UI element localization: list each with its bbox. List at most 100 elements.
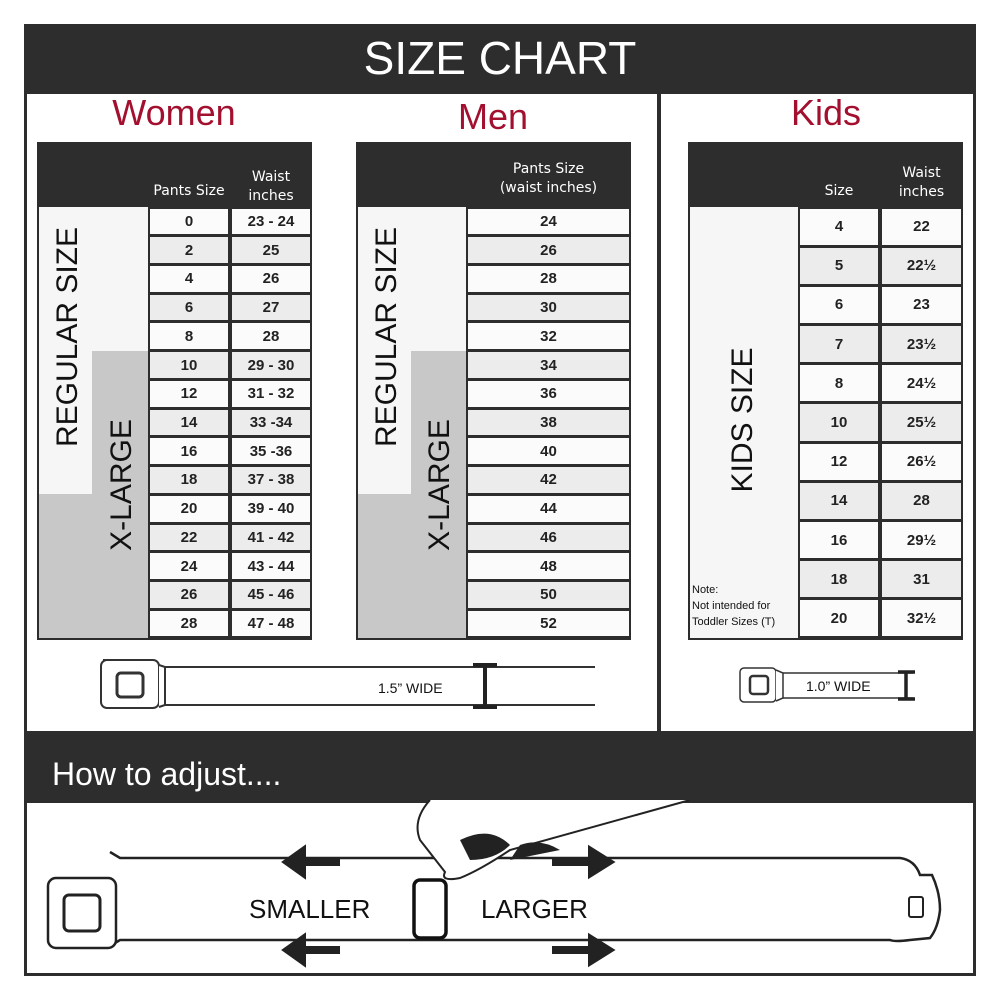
belt-buckle	[46, 876, 118, 950]
kids-size-cell: 12	[800, 443, 878, 480]
women-size-table: Pants Size Waist inches REGULAR SIZE X-L…	[37, 142, 312, 640]
kids-waist-cell: 28	[882, 482, 961, 519]
women-waist-cell: 26	[232, 265, 310, 292]
men-size-table: Pants Size (waist inches) REGULAR SIZE X…	[356, 142, 631, 640]
women-waist-cell: 45 - 46	[232, 582, 310, 608]
women-col-waist: Waist inches	[248, 169, 294, 204]
men-title: Men	[457, 96, 529, 137]
women-xlarge-region	[39, 351, 148, 638]
men-pants-size-cell: 32	[468, 323, 629, 350]
kids-size-label: KIDS SIZE	[726, 347, 759, 493]
kids-size-cell: 6	[800, 286, 878, 324]
women-waist-cell: 37 - 38	[232, 467, 310, 493]
women-waist-cell: 28	[232, 323, 310, 350]
arrow-right-top-icon	[552, 844, 616, 880]
kids-col-waist: Waist inches	[898, 165, 945, 200]
note-line-2: Toddler Sizes (T)	[692, 616, 776, 628]
women-pants-size-cell: 28	[150, 610, 228, 637]
kids-size-cell: 20	[800, 600, 878, 637]
adjust-belt-illustration	[46, 800, 942, 968]
kids-size-cell: 16	[800, 521, 878, 559]
belt-1-0-inch-icon	[739, 667, 915, 703]
men-pants-size-cell: 30	[468, 294, 629, 321]
kids-size-table: Size Waist inches KIDS SIZE Note: Not in…	[688, 142, 963, 640]
men-pants-size-cell: 44	[468, 495, 629, 522]
belt-strap	[109, 850, 942, 948]
kids-waist-cell: 23	[882, 286, 961, 324]
kids-waist-cell: 22	[882, 208, 961, 245]
note-title: Note:	[692, 584, 719, 596]
kids-size-cell: 4	[800, 208, 878, 245]
women-pants-size-cell: 22	[150, 524, 228, 551]
women-pants-size-cell: 24	[150, 553, 228, 580]
men-col-pants-size: Pants Size (waist inches)	[499, 161, 598, 196]
belt-1-5-inch-icon	[100, 659, 515, 709]
women-belt-width: 1.5” WIDE	[378, 680, 443, 696]
women-title: Women	[112, 92, 236, 133]
men-pants-size-cell: 40	[468, 438, 629, 465]
kids-waist-cell: 31	[882, 561, 961, 598]
women-waist-cell: 35 -36	[232, 438, 310, 465]
men-pants-size-cell: 28	[468, 265, 629, 292]
belt-1-5-inch-tail	[515, 666, 595, 706]
arrow-left-top-icon	[281, 844, 340, 880]
kids-size-cell: 18	[800, 561, 878, 598]
kids-region	[690, 207, 798, 638]
women-waist-cell: 33 -34	[232, 409, 310, 436]
men-size-regions	[358, 207, 466, 638]
kids-waist-cell: 25½	[882, 404, 961, 441]
kids-note: Note: Not intended for Toddler Sizes (T)	[692, 582, 775, 630]
women-regular-label: REGULAR SIZE	[51, 226, 84, 448]
men-pants-size-cell: 24	[468, 208, 629, 235]
women-pants-size-cell: 2	[150, 237, 228, 263]
women-pants-size-cell: 4	[150, 265, 228, 292]
women-pants-size-cell: 14	[150, 409, 228, 436]
women-waist-cell: 27	[232, 294, 310, 321]
women-pants-size-cell: 0	[150, 208, 228, 235]
women-waist-cell: 39 - 40	[232, 495, 310, 522]
women-waist-cell: 23 - 24	[232, 208, 310, 235]
kids-waist-cell: 23½	[882, 326, 961, 363]
kids-title: Kids	[790, 92, 862, 133]
men-pants-size-cell: 38	[468, 409, 629, 436]
kids-size-cell: 8	[800, 365, 878, 402]
kids-waist-cell: 32½	[882, 600, 961, 637]
women-pants-size-cell: 6	[150, 294, 228, 321]
women-pants-size-cell: 12	[150, 380, 228, 407]
page-title: SIZE CHART	[24, 24, 976, 94]
kids-col-size: Size	[824, 183, 854, 199]
kids-size-cell: 7	[800, 326, 878, 363]
women-waist-cell: 25	[232, 237, 310, 263]
men-xlarge-region	[358, 351, 466, 638]
women-waist-cell: 41 - 42	[232, 524, 310, 551]
hand-icon	[416, 800, 691, 881]
note-line-1: Not intended for	[692, 600, 771, 612]
men-pants-size-cell: 26	[468, 237, 629, 263]
how-to-adjust-header: How to adjust....	[24, 731, 976, 803]
women-pants-size-cell: 10	[150, 352, 228, 378]
women-pants-size-cell: 18	[150, 467, 228, 493]
kids-size-cell: 5	[800, 247, 878, 284]
women-pants-size-cell: 16	[150, 438, 228, 465]
men-xlarge-label: X-LARGE	[423, 419, 456, 551]
men-pants-size-cell: 42	[468, 467, 629, 493]
women-waist-cell: 29 - 30	[232, 352, 310, 378]
kids-waist-cell: 29½	[882, 521, 961, 559]
arrow-left-bottom-icon	[281, 932, 340, 968]
women-pants-size-cell: 20	[150, 495, 228, 522]
women-pants-size-cell: 26	[150, 582, 228, 608]
smaller-label: SMALLER	[249, 894, 371, 924]
arrow-right-bottom-icon	[552, 932, 616, 968]
kids-waist-cell: 26½	[882, 443, 961, 480]
kids-waist-cell: 24½	[882, 365, 961, 402]
men-pants-size-cell: 34	[468, 352, 629, 378]
men-regular-label: REGULAR SIZE	[370, 226, 403, 448]
men-pants-size-cell: 36	[468, 380, 629, 407]
women-xlarge-label: X-LARGE	[105, 419, 138, 551]
kids-size-cell: 10	[800, 404, 878, 441]
kids-size-cell: 14	[800, 482, 878, 519]
belt-tip-hole	[908, 896, 924, 918]
women-waist-cell: 31 - 32	[232, 380, 310, 407]
women-waist-cell: 47 - 48	[232, 610, 310, 637]
women-size-regions	[39, 207, 148, 638]
